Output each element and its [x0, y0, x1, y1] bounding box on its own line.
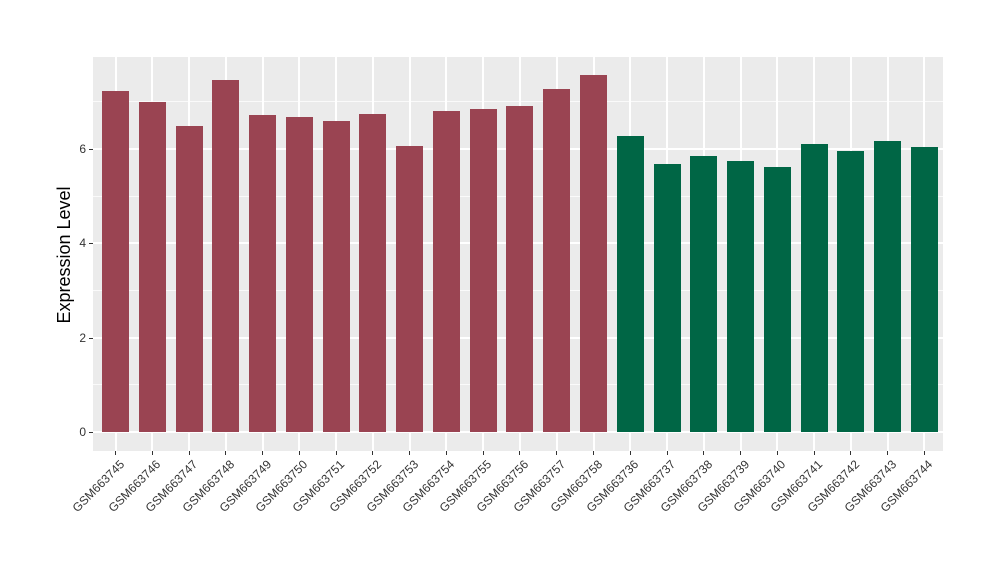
- bar-GSM663758: [580, 74, 607, 432]
- y-tick-label: 0: [79, 425, 86, 439]
- y-tick-label: 2: [79, 330, 86, 345]
- x-axis-tick: [813, 451, 815, 455]
- x-axis-tick: [445, 451, 447, 455]
- bar-GSM663741: [800, 144, 828, 432]
- y-axis-tick: [89, 337, 93, 339]
- bar-GSM663757: [543, 88, 571, 432]
- x-axis-tick: [225, 451, 227, 455]
- bar-GSM663739: [727, 161, 755, 432]
- bar-GSM663740: [763, 167, 791, 432]
- bar-GSM663751: [322, 120, 350, 432]
- y-axis-tick: [89, 432, 93, 433]
- bar-GSM663738: [690, 155, 718, 432]
- bar-GSM663750: [285, 116, 313, 432]
- y-tick-label: 6: [79, 141, 86, 156]
- bar-GSM663754: [432, 110, 460, 432]
- x-axis-tick: [629, 451, 631, 455]
- x-axis-tick: [740, 451, 742, 455]
- bar-GSM663736: [616, 136, 644, 432]
- bar-GSM663743: [874, 140, 902, 432]
- bar-GSM663755: [469, 109, 497, 432]
- bar-GSM663745: [102, 91, 129, 432]
- bar-GSM663747: [175, 126, 203, 432]
- x-axis-tick: [262, 451, 264, 455]
- x-axis-tick: [482, 451, 484, 455]
- x-axis-tick: [923, 451, 925, 455]
- x-axis-tick: [887, 451, 889, 455]
- x-axis-tick: [115, 451, 116, 455]
- bar-GSM663742: [837, 151, 865, 432]
- x-axis-tick: [776, 451, 778, 455]
- bar-GSM663744: [910, 146, 938, 432]
- minor-gridline: [93, 101, 943, 103]
- x-axis-tick: [372, 451, 374, 455]
- x-axis-tick: [556, 451, 558, 455]
- x-axis-tick: [151, 451, 153, 455]
- x-axis-tick: [298, 451, 300, 455]
- bar-GSM663737: [653, 163, 681, 432]
- bar-GSM663753: [396, 145, 424, 432]
- x-axis-tick: [335, 451, 337, 455]
- bar-GSM663749: [249, 114, 277, 432]
- bar-GSM663746: [138, 101, 166, 432]
- x-axis-tick: [703, 451, 705, 455]
- bar-GSM663752: [359, 113, 387, 432]
- plot-panel: [93, 57, 943, 451]
- x-axis-tick: [188, 451, 190, 455]
- x-axis-tick: [409, 451, 411, 455]
- x-axis-tick: [593, 451, 594, 455]
- y-axis-tick: [89, 148, 93, 150]
- y-axis-tick: [89, 243, 93, 245]
- x-axis-tick: [850, 451, 852, 455]
- bar-GSM663756: [506, 105, 534, 432]
- y-axis-title: Expression Level: [54, 186, 74, 324]
- bar-GSM663748: [212, 79, 240, 432]
- y-tick-label: 4: [79, 236, 86, 251]
- x-axis-tick: [519, 451, 521, 455]
- major-gridline: [93, 431, 943, 433]
- x-axis-tick: [666, 451, 668, 455]
